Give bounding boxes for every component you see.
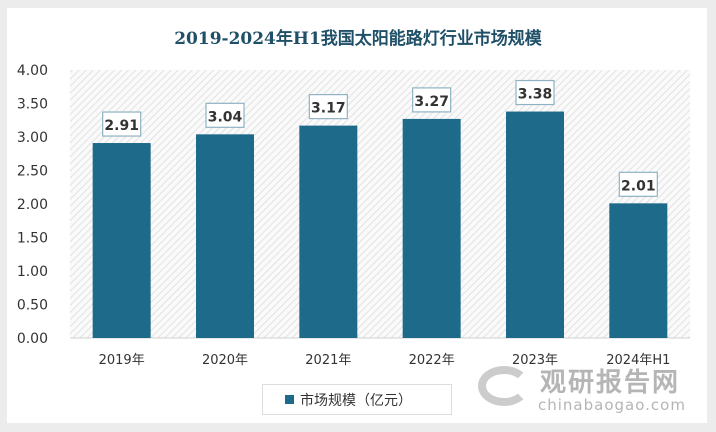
data-label: 3.17 <box>311 101 346 117</box>
legend-label: 市场规模（亿元） <box>300 392 412 409</box>
data-label: 3.04 <box>208 109 243 125</box>
x-tick-label: 2019年 <box>99 353 145 368</box>
watermark-en: chinabaogao.com <box>538 396 686 414</box>
y-tick-label: 3.50 <box>17 97 48 113</box>
x-tick-label: 2021年 <box>305 353 351 368</box>
bar <box>92 143 151 338</box>
bar <box>506 111 564 338</box>
y-tick-label: 1.00 <box>17 264 48 280</box>
bar <box>609 203 668 338</box>
legend-swatch <box>285 395 294 404</box>
chart-title: 2019-2024年H1我国太阳能路灯行业市场规模 <box>174 29 542 49</box>
y-tick-label: 2.00 <box>17 197 48 213</box>
data-label: 3.38 <box>518 87 553 103</box>
x-tick-label: 2020年 <box>202 353 248 368</box>
data-label-box <box>308 94 348 120</box>
y-tick-label: 0.50 <box>17 298 48 314</box>
data-label-box <box>205 102 245 128</box>
legend: 市场规模（亿元） <box>262 384 452 415</box>
data-label: 2.91 <box>104 118 139 134</box>
x-tick-label: 2024年H1 <box>606 353 670 368</box>
data-label: 3.27 <box>414 94 449 110</box>
plot-area <box>70 70 690 338</box>
data-label-box <box>618 171 658 197</box>
y-tick-label: 2.50 <box>17 164 48 180</box>
y-tick-label: 3.00 <box>17 130 48 146</box>
watermark-logo-icon <box>478 366 530 406</box>
y-tick-label: 0.00 <box>17 331 48 347</box>
data-label: 2.01 <box>621 178 656 194</box>
x-tick-label: 2023年 <box>512 353 558 368</box>
x-tick-label: 2022年 <box>409 353 455 368</box>
y-tick-label: 1.50 <box>17 231 48 247</box>
bar <box>402 118 461 338</box>
watermark-cn: 观研报告网 <box>540 368 681 398</box>
bar <box>299 125 358 338</box>
y-tick-label: 4.00 <box>17 63 48 79</box>
data-label-box <box>515 79 555 106</box>
bar <box>196 134 254 338</box>
data-label-box <box>102 111 142 137</box>
data-label-box <box>412 87 452 113</box>
